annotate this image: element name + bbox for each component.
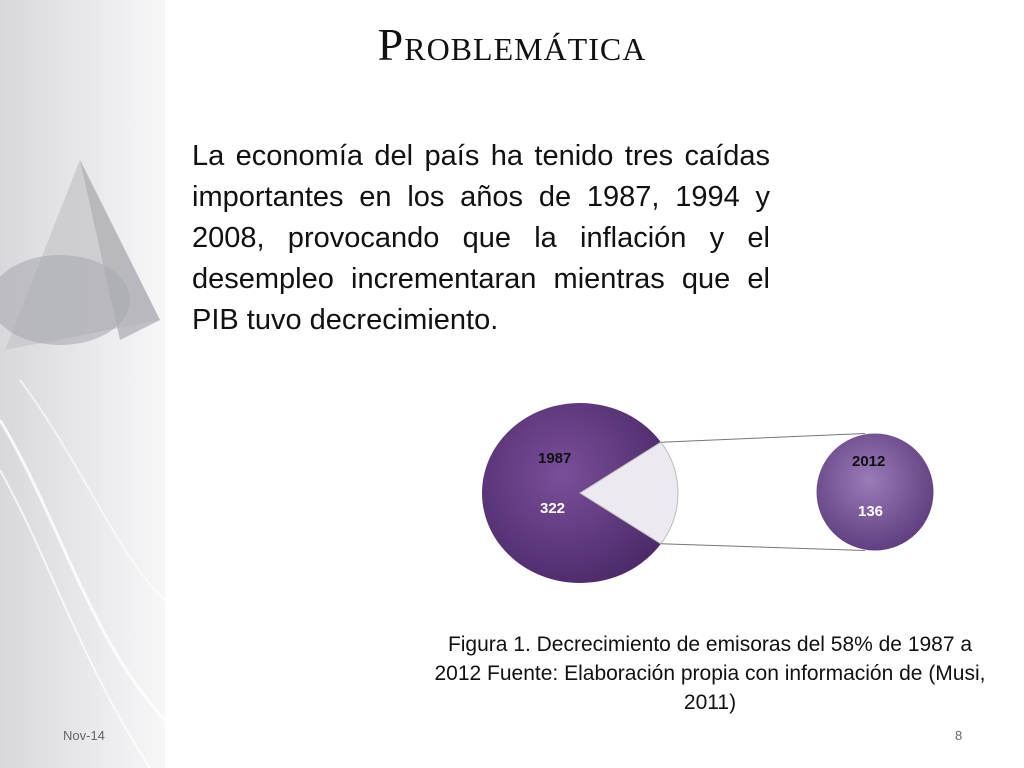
pie-2012 [816,433,934,551]
connector-line-bottom [660,543,866,551]
page-number: 8 [955,728,963,743]
emisoras-pie-chart: 1987 322 2012 136 [482,403,934,583]
slide-title: Problemática [377,19,647,70]
footer-date: Nov-14 [63,728,105,743]
side-decoration [0,0,165,768]
figure-caption: Figura 1. Decrecimiento de emisoras del … [434,633,986,714]
category-label-2012: 2012 [852,453,885,470]
data-label-136: 136 [858,503,883,520]
slide-body-text: La economía del país ha tenido tres caíd… [192,140,770,336]
category-label-1987: 1987 [538,450,571,467]
data-label-322: 322 [540,500,565,517]
pie-slice-decrease [579,441,679,545]
decorative-building-icon [0,160,165,768]
pie-slice-1987 [482,403,661,583]
connector-line-top [660,433,866,443]
